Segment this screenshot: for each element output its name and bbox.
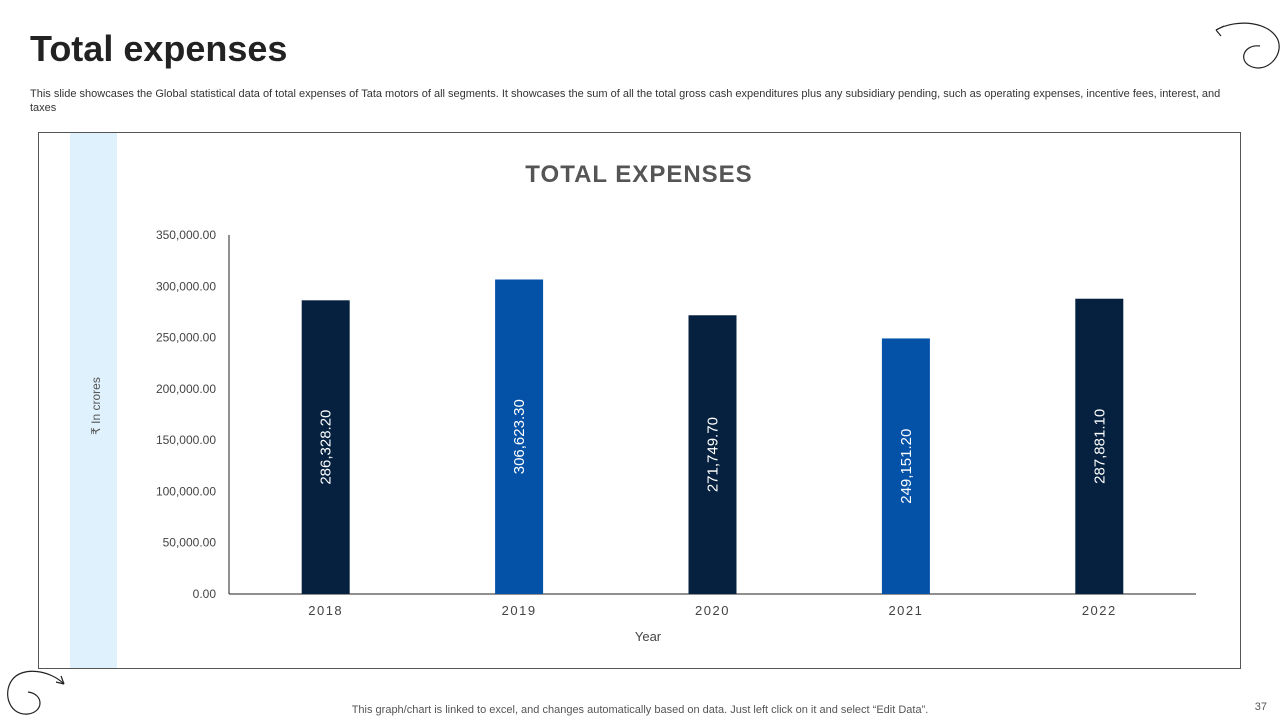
bar-chart[interactable]: TOTAL EXPENSES ₹ In crores Year 0.00 50,0… — [39, 133, 1242, 670]
x-tick-label: 2020 — [695, 603, 730, 618]
bar-value-label: 306,623.30 — [511, 399, 528, 474]
y-tick-label: 350,000.00 — [156, 228, 216, 242]
y-tick-label: 200,000.00 — [156, 382, 216, 396]
x-axis-label: Year — [635, 629, 662, 644]
bar-2022[interactable] — [1075, 298, 1124, 594]
footer-note: This graph/chart is linked to excel, and… — [351, 704, 929, 716]
side-band — [70, 133, 117, 668]
curl-arrow-bottom-icon — [7, 670, 65, 715]
y-tick-label: 0.00 — [193, 587, 217, 601]
bar-2021[interactable] — [881, 338, 930, 594]
y-tick-label: 150,000.00 — [156, 433, 216, 447]
bar-value-label: 249,151.20 — [898, 429, 915, 504]
y-tick-label: 50,000.00 — [163, 536, 217, 550]
bar-2019[interactable] — [495, 279, 544, 594]
x-tick-label: 2021 — [888, 603, 923, 618]
chart-frame[interactable]: TOTAL EXPENSES ₹ In crores Year 0.00 50,0… — [38, 132, 1241, 669]
y-tick-label: 250,000.00 — [156, 331, 216, 345]
slide-title: Total expenses — [30, 28, 288, 69]
bar-value-label: 271,749.70 — [705, 417, 722, 492]
y-tick-label: 100,000.00 — [156, 484, 216, 498]
page-number: 37 — [1254, 701, 1267, 713]
x-tick-label: 2022 — [1082, 603, 1117, 618]
curl-arrow-top-icon — [1215, 22, 1280, 69]
y-tick-label: 300,000.00 — [156, 279, 216, 293]
bar-value-label: 287,881.10 — [1091, 409, 1108, 484]
chart-title: TOTAL EXPENSES — [525, 161, 752, 188]
bar-2018[interactable] — [301, 300, 350, 594]
y-axis-label: ₹ In crores — [89, 377, 103, 435]
bar-value-label: 286,328.20 — [318, 410, 335, 485]
bar-2020[interactable] — [688, 315, 737, 594]
x-tick-label: 2019 — [502, 603, 537, 618]
x-tick-label: 2018 — [308, 603, 343, 618]
slide-description: This slide showcases the Global statisti… — [30, 88, 1221, 114]
